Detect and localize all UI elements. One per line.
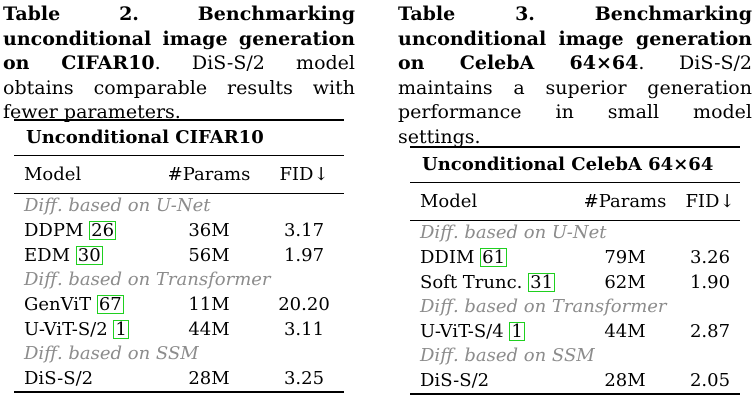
params-cell: 28M (188, 367, 230, 389)
table-row: DDIM 61 79M 3.26 (410, 245, 740, 270)
model-cell: DDIM 61 (410, 245, 570, 270)
params-cell: 79M (604, 246, 646, 268)
header-row: Model #Params FID↓ (410, 182, 740, 221)
model-name: DiS-S/2 (420, 369, 490, 391)
header-fid: FID↓ (685, 190, 735, 212)
params-cell: 56M (188, 244, 230, 266)
section-label: Diff. based on U-Net (420, 222, 607, 243)
model-cell: DiS-S/2 (410, 368, 570, 394)
section-label: Diff. based on Transformer (24, 269, 271, 290)
table-row: DDPM 26 36M 3.17 (14, 218, 344, 243)
section-label: Diff. based on Transformer (420, 296, 667, 317)
section-row: Diff. based on Transformer (14, 268, 344, 292)
model-name: U-ViT-S/4 (420, 321, 504, 342)
section-row: Diff. based on SSM (410, 344, 740, 368)
table-2-caption: Table 2. Benchmarking unconditional imag… (3, 0, 355, 125)
table-title: Unconditional CelebA 64×64 (422, 154, 714, 175)
fid-cell: 2.87 (689, 320, 731, 342)
table-2-panel: Table 2. Benchmarking unconditional imag… (0, 0, 360, 392)
fid-cell: 3.26 (689, 246, 731, 268)
table-row: U-ViT-S/4 1 44M 2.87 (410, 319, 740, 344)
model-name: DDIM (420, 247, 475, 268)
table-body: Unconditional CIFAR10 Model #Params FID↓… (14, 120, 344, 392)
fid-cell: 2.05 (689, 369, 731, 391)
citation-link[interactable]: 61 (480, 247, 508, 268)
table-title-row: Unconditional CIFAR10 (14, 120, 344, 156)
citation-link[interactable]: 1 (113, 319, 129, 340)
section-label: Diff. based on SSM (24, 343, 199, 364)
results-table-celeba: Unconditional CelebA 64×64 Model #Params… (410, 146, 740, 395)
table-row: Soft Trunc. 31 62M 1.90 (410, 270, 740, 295)
table-row: EDM 30 56M 1.97 (14, 243, 344, 268)
model-name: DiS-S/2 (24, 367, 94, 389)
caption-text: . DiS-S/2 model obtains comparable resul… (3, 52, 355, 124)
table-row: DiS-S/2 28M 2.05 (410, 368, 740, 394)
citation-link[interactable]: 26 (89, 220, 117, 241)
header-params: #Params (167, 163, 251, 185)
section-label: Diff. based on SSM (420, 345, 595, 366)
header-model: Model (24, 163, 82, 185)
table-row: U-ViT-S/2 1 44M 3.11 (14, 317, 344, 342)
caption-bold: Table 3. Benchmarking unconditional imag… (398, 3, 752, 75)
params-cell: 44M (604, 320, 646, 342)
model-cell: DDPM 26 (14, 218, 154, 243)
table-title-row: Unconditional CelebA 64×64 (410, 147, 740, 183)
citation-link[interactable]: 1 (509, 321, 525, 342)
citation-link[interactable]: 67 (96, 294, 124, 315)
fid-cell: 3.17 (283, 219, 325, 241)
table-3-panel: Table 3. Benchmarking unconditional imag… (396, 0, 756, 394)
header-row: Model #Params FID↓ (14, 155, 344, 194)
model-name: DDPM (24, 220, 84, 241)
section-row: Diff. based on SSM (14, 342, 344, 366)
fid-cell: 3.25 (283, 367, 325, 389)
section-label: Diff. based on U-Net (24, 195, 211, 216)
model-cell: Soft Trunc. 31 (410, 270, 570, 295)
model-name: EDM (24, 245, 71, 266)
model-cell: GenViT 67 (14, 292, 154, 317)
section-row: Diff. based on U-Net (14, 193, 344, 219)
fid-cell: 1.90 (689, 271, 731, 293)
header-params: #Params (583, 190, 667, 212)
params-cell: 11M (188, 293, 230, 315)
params-cell: 36M (188, 219, 230, 241)
header-model: Model (420, 190, 478, 212)
fid-cell: 1.97 (283, 244, 325, 266)
model-name: GenViT (24, 294, 92, 315)
caption-text: . DiS-S/2 maintains a superior generatio… (398, 52, 753, 148)
params-cell: 28M (604, 369, 646, 391)
params-cell: 44M (188, 318, 230, 340)
section-row: Diff. based on Transformer (410, 295, 740, 319)
citation-link[interactable]: 30 (75, 245, 103, 266)
table-row: GenViT 67 11M 20.20 (14, 292, 344, 317)
params-cell: 62M (604, 271, 646, 293)
table-body: Unconditional CelebA 64×64 Model #Params… (410, 147, 740, 394)
model-name: U-ViT-S/2 (24, 319, 108, 340)
caption-bold: Table 2. Benchmarking unconditional imag… (3, 3, 355, 75)
section-row: Diff. based on U-Net (410, 220, 740, 246)
model-cell: U-ViT-S/4 1 (410, 319, 570, 344)
fid-cell: 20.20 (278, 293, 330, 315)
citation-link[interactable]: 31 (528, 272, 556, 293)
table-3-caption: Table 3. Benchmarking unconditional imag… (398, 0, 752, 150)
table-title: Unconditional CIFAR10 (26, 127, 264, 148)
model-cell: EDM 30 (14, 243, 154, 268)
fid-cell: 3.11 (283, 318, 325, 340)
table-row: DiS-S/2 28M 3.25 (14, 366, 344, 392)
results-table-cifar10: Unconditional CIFAR10 Model #Params FID↓… (14, 119, 344, 393)
model-cell: DiS-S/2 (14, 366, 154, 392)
header-fid: FID↓ (279, 163, 329, 185)
model-name: Soft Trunc. (420, 272, 523, 293)
model-cell: U-ViT-S/2 1 (14, 317, 154, 342)
